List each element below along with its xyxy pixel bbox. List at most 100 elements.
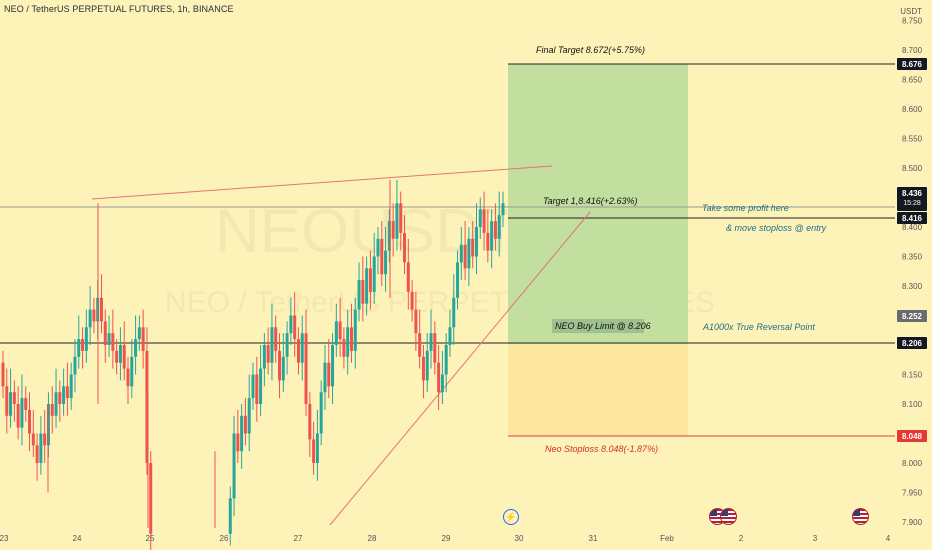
price-tag-time: 15:28 bbox=[903, 200, 921, 207]
candle-body bbox=[99, 297, 103, 322]
candle-body bbox=[281, 356, 285, 381]
candle-body bbox=[471, 238, 475, 257]
price-tick-label: 8.350 bbox=[902, 253, 923, 262]
candle-body bbox=[69, 374, 73, 399]
candle-body bbox=[463, 244, 467, 269]
candle-body bbox=[228, 498, 232, 534]
candle-body bbox=[403, 232, 407, 263]
price-tag bbox=[897, 212, 927, 224]
price-tag-label: 8.048 bbox=[902, 432, 923, 441]
candle-body bbox=[418, 333, 422, 357]
stoploss-label: Neo Stoploss 8.048(-1.87%) bbox=[545, 444, 658, 454]
candle-body bbox=[58, 392, 62, 404]
candle-body bbox=[20, 398, 24, 428]
price-tick-label: 8.100 bbox=[902, 400, 923, 409]
currency-label: USDT bbox=[900, 7, 922, 16]
price-tag-label: 8.206 bbox=[902, 339, 923, 348]
candle-body bbox=[421, 356, 425, 381]
time-tick-label: 31 bbox=[589, 534, 598, 543]
price-tick-label: 8.750 bbox=[902, 17, 923, 26]
candle-body bbox=[126, 368, 130, 387]
candle-body bbox=[141, 327, 145, 351]
time-tick-label: 24 bbox=[73, 534, 82, 543]
candle-body bbox=[406, 262, 410, 292]
candle-body bbox=[243, 415, 247, 434]
candle-body bbox=[331, 345, 335, 387]
candle-body bbox=[334, 321, 338, 345]
candle-body bbox=[107, 333, 111, 345]
candle-body bbox=[459, 244, 463, 263]
price-tick-label: 8.700 bbox=[902, 46, 923, 55]
candle-body bbox=[16, 404, 20, 428]
candle-body bbox=[308, 404, 312, 440]
candle-body bbox=[134, 339, 138, 357]
candle-body bbox=[247, 398, 251, 434]
candle-body bbox=[262, 345, 266, 369]
candle-body bbox=[474, 227, 478, 257]
candle-body bbox=[236, 433, 240, 452]
time-tick-label: 25 bbox=[146, 534, 155, 543]
candle-body bbox=[92, 309, 96, 322]
price-tag bbox=[897, 430, 927, 442]
final-target-label: Final Target 8.672(+5.75%) bbox=[536, 45, 645, 55]
support-trendline[interactable] bbox=[329, 211, 591, 526]
candle-body bbox=[28, 409, 32, 434]
time-tick-label: 28 bbox=[368, 534, 377, 543]
candle-body bbox=[456, 262, 460, 298]
price-tag-label: 8.676 bbox=[902, 60, 923, 69]
candle-body bbox=[482, 209, 486, 233]
candle-body bbox=[300, 333, 304, 363]
candle-body bbox=[319, 392, 323, 434]
stop-zone[interactable] bbox=[508, 344, 688, 436]
candle-body bbox=[88, 309, 92, 328]
profit-zone[interactable] bbox=[508, 64, 688, 344]
candle-body bbox=[440, 374, 444, 393]
candle-body bbox=[9, 392, 13, 416]
candle-body bbox=[357, 280, 361, 310]
candle-body bbox=[5, 386, 9, 416]
target1-label: Target 1,8.416(+2.63%) bbox=[543, 196, 637, 206]
lightning-event-icon[interactable]: ⚡ bbox=[503, 509, 519, 525]
candle-body bbox=[77, 339, 81, 357]
candle-body bbox=[62, 386, 66, 404]
price-tick-label: 7.950 bbox=[902, 489, 923, 498]
price-tick-label: 8.550 bbox=[902, 135, 923, 144]
price-tick-label: 8.000 bbox=[902, 459, 923, 468]
candle-body bbox=[380, 238, 384, 275]
time-axis[interactable]: 23 24 25 26 27 28 29 30 31 Feb 2 3 4 bbox=[0, 534, 891, 543]
price-tick-label: 8.500 bbox=[902, 164, 923, 173]
chart-title: NEO / TetherUS PERPETUAL FUTURES, 1h, BI… bbox=[4, 4, 234, 14]
candle-body bbox=[84, 327, 88, 351]
candle-body bbox=[410, 291, 414, 310]
price-tag bbox=[897, 58, 927, 70]
resistance-trendline[interactable] bbox=[91, 165, 553, 200]
candle-body bbox=[490, 221, 494, 251]
candle-body bbox=[338, 321, 342, 340]
candle-body bbox=[391, 221, 395, 239]
candle-body bbox=[353, 309, 357, 351]
price-tick-label: 8.150 bbox=[902, 371, 923, 380]
candle-body bbox=[259, 368, 263, 404]
candle-body bbox=[65, 386, 69, 399]
candle-body bbox=[274, 327, 278, 351]
time-tick-label: 27 bbox=[294, 534, 303, 543]
candle-body bbox=[384, 250, 388, 275]
buy-limit-label: NEO Buy Limit @ 8.206 bbox=[555, 321, 651, 331]
time-tick-label: Feb bbox=[660, 534, 674, 543]
candle-body bbox=[31, 433, 35, 446]
price-tick-label: 8.400 bbox=[902, 223, 923, 232]
us-flag-event-icon[interactable] bbox=[852, 508, 869, 525]
candle-body bbox=[35, 445, 39, 463]
candle-body bbox=[429, 333, 433, 351]
price-tag bbox=[897, 337, 927, 349]
candle-body bbox=[493, 221, 497, 239]
candle-body bbox=[293, 315, 297, 340]
candle-body bbox=[304, 333, 308, 404]
us-flag-event-icon[interactable] bbox=[720, 508, 737, 525]
candle-body bbox=[486, 232, 490, 251]
candle-body bbox=[349, 327, 353, 351]
move-stoploss-label: & move stoploss @ entry bbox=[726, 223, 827, 233]
